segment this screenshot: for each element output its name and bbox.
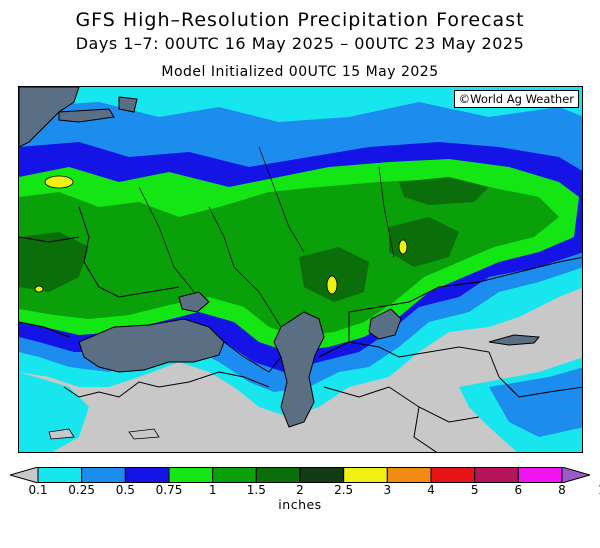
precipitation-map: ©World Ag Weather bbox=[18, 86, 583, 453]
legend-swatch bbox=[255, 467, 301, 483]
legend-tick-label: 6 bbox=[514, 483, 523, 497]
chart-title: GFS High–Resolution Precipitation Foreca… bbox=[75, 9, 525, 31]
forecast-period: Days 1–7: 00UTC 16 May 2025 – 00UTC 23 M… bbox=[75, 34, 525, 53]
legend-bar bbox=[10, 467, 590, 483]
legend-swatch bbox=[474, 467, 519, 483]
legend-tick-label: 0.1 bbox=[28, 483, 48, 497]
legend-swatch bbox=[343, 467, 388, 483]
legend-tick-label: 2.5 bbox=[334, 483, 354, 497]
legend-tick-label: 1.5 bbox=[246, 483, 266, 497]
sea-of-azov bbox=[178, 291, 210, 313]
legend-tick-label: 0.25 bbox=[68, 483, 96, 497]
rivers bbox=[138, 146, 395, 328]
legend-tick-label: 0.5 bbox=[115, 483, 135, 497]
legend-tick-label: 1 bbox=[208, 483, 217, 497]
legend-swatch bbox=[37, 467, 83, 483]
map-canvas bbox=[19, 87, 582, 452]
precip-max-spot bbox=[34, 285, 44, 293]
legend-swatch bbox=[299, 467, 345, 483]
island bbox=[128, 428, 160, 440]
legend-swatch bbox=[168, 467, 214, 483]
black-sea bbox=[78, 318, 225, 373]
legend-tick-label: 3 bbox=[383, 483, 392, 497]
legend-units: inches bbox=[278, 497, 322, 512]
precip-band-1.5-center bbox=[299, 247, 369, 302]
legend-swatch bbox=[386, 467, 432, 483]
legend-tick-label: 8 bbox=[558, 483, 566, 497]
precip-max-spot bbox=[398, 239, 408, 255]
precip-band-1.5-east bbox=[389, 217, 459, 267]
baltic-sea bbox=[19, 87, 80, 148]
color-legend bbox=[10, 467, 590, 483]
legend-tick-label: 0.75 bbox=[155, 483, 183, 497]
precip-band-0.25-east bbox=[489, 367, 582, 437]
caspian-sea bbox=[273, 311, 325, 428]
legend-tick-label: 2 bbox=[296, 483, 304, 497]
gulf-of-finland bbox=[58, 108, 115, 123]
legend-swatch bbox=[212, 467, 257, 483]
precip-max-spot bbox=[326, 275, 338, 295]
lake-ladoga bbox=[118, 96, 138, 113]
legend-swatch bbox=[124, 467, 170, 483]
lake-balkhash bbox=[488, 334, 541, 346]
legend-tick-label: 4 bbox=[427, 483, 435, 497]
legend-swatch bbox=[517, 467, 563, 483]
legend-tick-label: 10 bbox=[598, 483, 600, 497]
island bbox=[48, 428, 75, 440]
legend-swatch bbox=[81, 467, 126, 483]
model-initialized: Model Initialized 00UTC 15 May 2025 bbox=[161, 64, 439, 80]
legend-swatch bbox=[10, 467, 39, 483]
legend-swatch bbox=[561, 467, 590, 483]
legend-tick-label: 5 bbox=[470, 483, 479, 497]
legend-swatch bbox=[430, 467, 476, 483]
precip-max-spot bbox=[44, 175, 74, 189]
precip-band-1.5-north bbox=[399, 177, 489, 205]
credit-label: ©World Ag Weather bbox=[453, 90, 579, 108]
country-boundaries bbox=[19, 206, 582, 452]
precip-band-1.5-west bbox=[19, 232, 89, 292]
aral-sea bbox=[368, 308, 402, 340]
